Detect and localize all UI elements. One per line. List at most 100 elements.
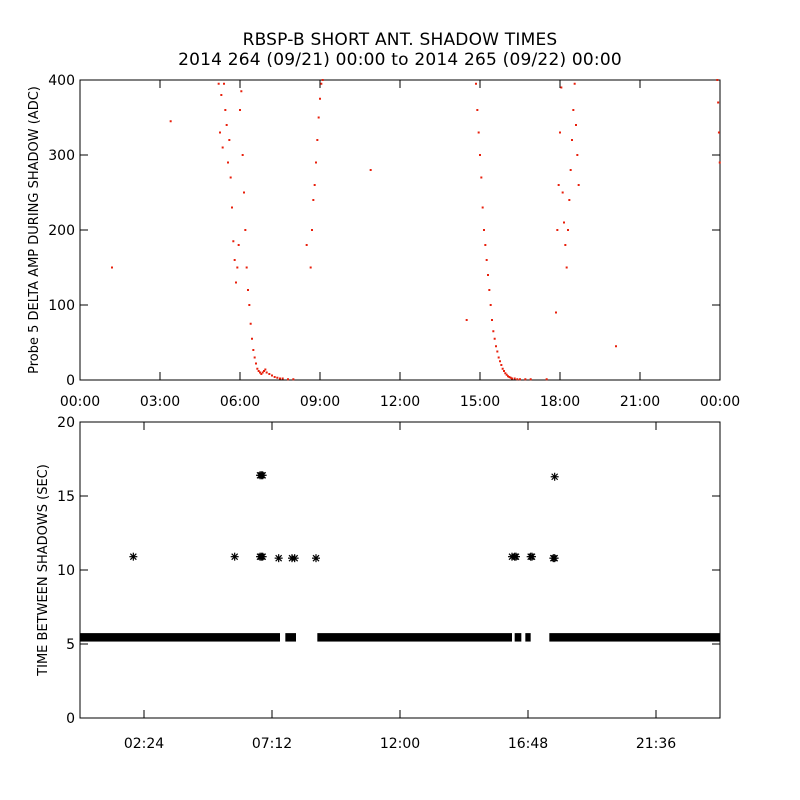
data-point: [567, 229, 569, 231]
data-point: [483, 229, 485, 231]
data-point: [717, 101, 720, 104]
data-point: [718, 161, 721, 164]
data-point: [311, 229, 313, 231]
data-point: [572, 109, 575, 111]
data-point: [279, 377, 281, 380]
data-point: [260, 373, 263, 375]
x-tick-label: 06:00: [220, 394, 260, 410]
data-point: [271, 374, 273, 377]
data-point: [491, 319, 493, 321]
data-point: [489, 304, 492, 306]
data-point: [516, 378, 519, 381]
data-point: [477, 131, 480, 134]
data-point: [239, 109, 241, 111]
x-tick-label: 12:00: [380, 736, 420, 752]
data-point: [559, 131, 561, 134]
data-point: [504, 372, 507, 375]
x-tick-label: 07:12: [252, 736, 292, 752]
data-point: [573, 82, 576, 85]
data-point: [493, 337, 496, 340]
data-point: [505, 373, 508, 376]
data-point: [268, 373, 271, 375]
data-point: [528, 552, 536, 561]
data-point: [235, 281, 237, 284]
data-point: [509, 376, 512, 379]
data-point: [243, 191, 245, 194]
x-tick-label: 09:00: [300, 394, 340, 410]
data-point: [129, 552, 138, 561]
data-point: [247, 289, 249, 291]
data-point: [232, 240, 235, 243]
data-point: [321, 79, 324, 81]
x-tick-label: 03:00: [140, 394, 180, 410]
data-point: [258, 552, 267, 561]
data-point: [313, 184, 316, 186]
data-point: [497, 356, 500, 359]
data-point: [500, 364, 503, 366]
data-point: [495, 345, 497, 348]
data-point: [550, 472, 559, 481]
x-tick-label: 18:00: [540, 394, 580, 410]
data-point: [248, 304, 251, 306]
data-point: [492, 330, 495, 333]
y-axis-label: Probe 5 DELTA AMP DURING SHADOW (ADC): [27, 86, 42, 374]
data-point: [265, 371, 268, 374]
data-point: [217, 82, 220, 85]
data-point: [221, 146, 224, 149]
data-point: [319, 97, 321, 100]
x-tick-label: 21:00: [620, 394, 660, 410]
data-point: [261, 371, 264, 374]
data-point: [475, 82, 477, 85]
data-point: [717, 131, 720, 134]
y-tick-label: 0: [66, 711, 75, 727]
data-point: [316, 139, 319, 141]
data-point: [227, 161, 229, 164]
data-point: [264, 368, 267, 371]
data-point: [556, 229, 559, 231]
data-point: [290, 554, 299, 563]
y-tick-label: 400: [48, 73, 75, 89]
x-tick-label: 21:36: [636, 736, 676, 752]
data-point: [287, 378, 289, 381]
data-point: [237, 244, 240, 246]
data-point: [550, 554, 559, 563]
data-point: [485, 259, 488, 261]
x-tick-label: 16:48: [508, 736, 548, 752]
data-point: [251, 337, 253, 340]
data-point: [312, 554, 320, 563]
data-point: [501, 367, 504, 370]
chart-subtitle: 2014 264 (09/21) 00:00 to 2014 265 (09/2…: [178, 50, 622, 70]
data-point: [244, 229, 247, 231]
data-point: [476, 109, 479, 111]
data-point: [529, 378, 532, 381]
y-axis-label: TIME BETWEEN SHADOWS (SEC): [36, 464, 51, 677]
data-point: [484, 244, 487, 246]
data-point: [231, 206, 233, 209]
data-point: [224, 109, 227, 111]
y-tick-label: 200: [48, 223, 75, 239]
data-point: [508, 376, 511, 378]
data-point: [230, 552, 239, 561]
y-tick-label: 100: [48, 298, 75, 314]
data-point: [253, 356, 256, 359]
data-point: [223, 82, 225, 85]
data-point: [241, 154, 244, 156]
data-band: [285, 633, 296, 642]
data-point: [169, 120, 172, 123]
y-tick-label: 10: [57, 563, 75, 579]
data-point: [576, 154, 579, 156]
data-point: [568, 199, 571, 201]
data-point: [560, 86, 563, 89]
data-point: [513, 377, 516, 380]
data-point: [292, 378, 295, 381]
data-point: [220, 94, 223, 96]
data-point: [228, 139, 231, 141]
data-point: [545, 378, 548, 381]
x-tick-label: 00:00: [700, 394, 740, 410]
data-band: [525, 633, 531, 642]
data-point: [519, 378, 521, 381]
chart-titles: RBSP-B SHORT ANT. SHADOW TIMES 2014 264 …: [0, 30, 800, 70]
data-point: [716, 79, 719, 81]
data-point: [236, 266, 239, 269]
